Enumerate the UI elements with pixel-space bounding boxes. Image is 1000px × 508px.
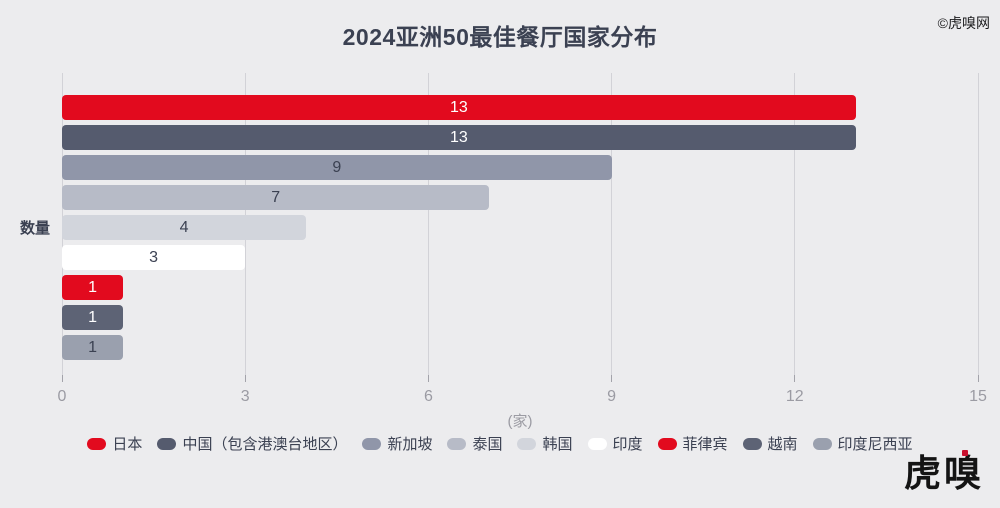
axis-tick-x-3 <box>244 375 246 382</box>
legend-item-中国（包含港澳台地区）: 中国（包含港澳台地区） <box>157 433 347 454</box>
legend-label: 印度 <box>612 436 643 453</box>
legend-swatch <box>447 437 467 450</box>
bar-中国（包含港澳台地区）: 13 <box>62 125 856 150</box>
x-tick-label-12: 12 <box>785 388 804 405</box>
legend-swatch <box>742 437 762 450</box>
bar-韩国: 4 <box>62 215 307 240</box>
bar-印度尼西亚: 1 <box>62 335 124 360</box>
legend-swatch <box>87 437 107 450</box>
legend-item-泰国: 泰国 <box>447 433 502 454</box>
bar-新加坡: 9 <box>62 155 612 180</box>
x-tick-label-3: 3 <box>240 388 250 405</box>
logo-red-accent <box>962 449 968 456</box>
axis-tick-x-12 <box>794 375 796 382</box>
chart-legend: 日本 中国（包含港澳台地区） 新加坡 泰国 韩国 印度 菲律宾 越南 印度尼西亚 <box>0 433 1000 454</box>
legend-item-印度: 印度 <box>587 433 643 454</box>
axis-tick-x-0 <box>61 375 63 382</box>
axis-tick-x-9 <box>611 375 613 382</box>
bar-value-label: 13 <box>450 99 468 116</box>
y-axis-label: 数量 <box>20 220 51 237</box>
chart-title: 2024亚洲50最佳餐厅国家分布 <box>342 24 658 50</box>
x-tick-label-6: 6 <box>423 388 433 405</box>
legend-label: 越南 <box>767 436 798 453</box>
legend-item-菲律宾: 菲律宾 <box>657 433 728 454</box>
legend-label: 新加坡 <box>387 436 433 453</box>
legend-label: 中国（包含港澳台地区） <box>182 436 348 453</box>
gridline-x-6 <box>427 73 429 375</box>
x-tick-label-15: 15 <box>969 388 987 405</box>
legend-label: 韩国 <box>542 436 573 453</box>
legend-swatch <box>362 437 382 450</box>
gridline-x-12 <box>794 73 796 375</box>
bar-菲律宾: 1 <box>62 275 124 300</box>
watermark-text: ©虎嗅网 <box>937 15 990 31</box>
x-tick-label-9: 9 <box>607 388 617 405</box>
bar-value-label: 1 <box>88 339 97 356</box>
legend-swatch <box>812 437 832 450</box>
axis-tick-x-6 <box>427 375 429 382</box>
legend-label: 菲律宾 <box>682 436 728 453</box>
legend-item-韩国: 韩国 <box>517 433 573 454</box>
legend-swatch <box>587 437 607 450</box>
bar-日本: 13 <box>62 95 856 120</box>
legend-label: 日本 <box>112 436 143 453</box>
bar-泰国: 7 <box>62 185 490 210</box>
huxiu-logo: 虎嗅 <box>904 449 984 495</box>
axis-tick-x-15 <box>977 375 979 382</box>
x-axis-unit-label: (家) <box>507 413 533 430</box>
legend-item-印度尼西亚: 印度尼西亚 <box>812 433 913 454</box>
legend-item-新加坡: 新加坡 <box>362 433 432 454</box>
legend-label: 印度尼西亚 <box>837 436 913 453</box>
legend-label: 泰国 <box>472 436 503 453</box>
legend-swatch <box>157 437 177 450</box>
x-tick-label-0: 0 <box>57 388 67 405</box>
bar-印度: 3 <box>62 245 246 270</box>
bar-value-label: 4 <box>179 219 189 236</box>
bar-value-label: 9 <box>332 159 342 176</box>
gridline-x-9 <box>611 73 613 375</box>
legend-swatch <box>657 437 677 450</box>
legend-swatch <box>517 437 537 450</box>
bar-value-label: 1 <box>88 279 97 296</box>
bar-value-label: 13 <box>450 129 468 146</box>
huxiu-logo-text: 虎嗅 <box>904 450 984 495</box>
legend-item-日本: 日本 <box>87 433 142 454</box>
bar-chart-plot-area: 13 13 9 7 4 3 1 1 1 <box>61 73 979 382</box>
bar-越南: 1 <box>62 305 124 330</box>
legend-item-越南: 越南 <box>742 433 798 454</box>
bar-value-label: 7 <box>271 189 281 206</box>
gridline-x-15 <box>977 73 979 375</box>
bar-value-label: 1 <box>88 309 97 326</box>
bar-value-label: 3 <box>149 249 159 266</box>
